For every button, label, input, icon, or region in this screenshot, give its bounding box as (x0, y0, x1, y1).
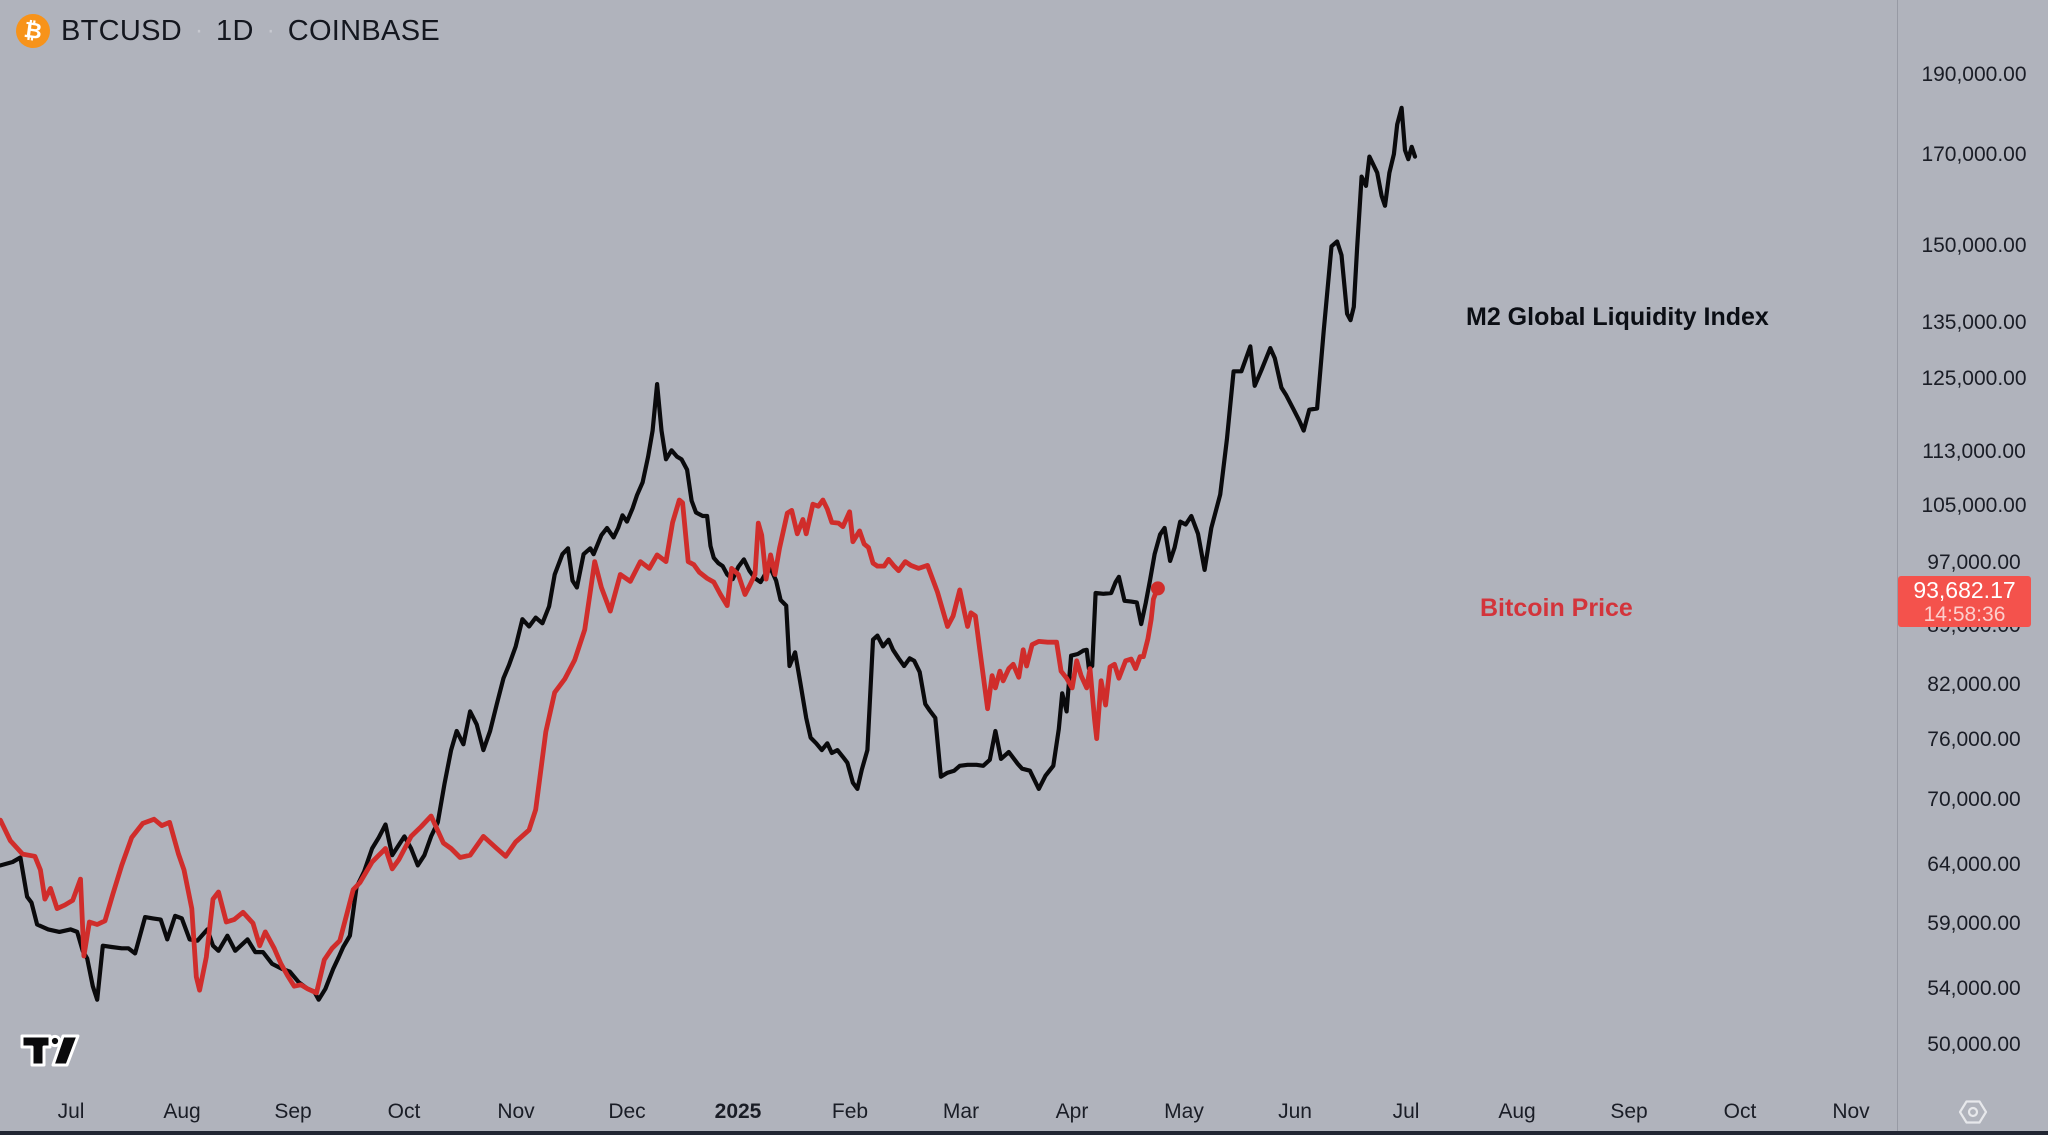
time-tick-label: Nov (497, 1100, 535, 1123)
time-tick-label: Jul (57, 1100, 85, 1123)
symbol-name: BTCUSD (61, 14, 183, 47)
price-axis-separator (1897, 0, 1898, 1131)
price-tick-label: 105,000.00 (1921, 494, 2027, 517)
time-tick-label: Sep (274, 1100, 312, 1123)
price-tick-label: 82,000.00 (1927, 673, 2021, 696)
m2-series-label[interactable]: M2 Global Liquidity Index (1466, 303, 1769, 331)
header-separator-dot: · (266, 17, 275, 44)
bitcoin-icon: ₿ (13, 11, 53, 51)
last-price-dot (1150, 581, 1165, 596)
price-tick-label: 64,000.00 (1927, 853, 2021, 876)
axis-settings-gear-icon[interactable] (1958, 1097, 1988, 1132)
price-tick-label: 150,000.00 (1921, 234, 2027, 257)
time-tick-label: Dec (608, 1100, 646, 1123)
last-price-badge: 93,682.17 14:58:36 (1898, 576, 2031, 627)
price-tick-label: 59,000.00 (1927, 912, 2021, 935)
price-tick-label: 70,000.00 (1927, 788, 2021, 811)
price-tick-label: 125,000.00 (1921, 367, 2027, 390)
price-tick-label: 190,000.00 (1921, 63, 2027, 86)
time-tick-label: May (1164, 1100, 1204, 1123)
price-axis[interactable]: 190,000.00 170,000.00 150,000.00 135,000.00… (1900, 0, 2048, 1131)
time-tick-label: Jun (1278, 1100, 1312, 1123)
time-tick-label: Jul (1392, 1100, 1420, 1123)
symbol-exchange: COINBASE (287, 14, 440, 47)
price-tick-label: 50,000.00 (1927, 1033, 2021, 1056)
price-tick-label: 170,000.00 (1921, 143, 2027, 166)
series-line-bitcoin (0, 497, 1161, 996)
price-tick-label: 54,000.00 (1927, 977, 2021, 1000)
time-tick-label: 2025 (714, 1100, 762, 1123)
last-price-value: 93,682.17 (1913, 577, 2016, 603)
time-tick-label: Sep (1610, 1100, 1648, 1123)
tradingview-logo[interactable] (20, 1033, 80, 1074)
window-bottom-border (0, 1131, 2048, 1135)
time-tick-label: Aug (163, 1100, 201, 1123)
time-tick-label: Feb (831, 1100, 869, 1123)
time-tick-label: Mar (942, 1100, 980, 1123)
series-line-m2 (0, 105, 1418, 1002)
time-tick-label: Oct (387, 1100, 421, 1123)
time-tick-label: Oct (1723, 1100, 1757, 1123)
last-price-time: 14:58:36 (1923, 603, 2006, 626)
time-tick-label: Aug (1498, 1100, 1536, 1123)
symbol-interval: 1D (216, 14, 254, 47)
price-tick-label: 135,000.00 (1921, 311, 2027, 334)
price-tick-label: 97,000.00 (1927, 551, 2021, 574)
header-separator-dot: · (195, 17, 204, 44)
symbol-header[interactable]: ₿ BTCUSD · 1D · COINBASE (13, 11, 440, 51)
price-tick-label: 76,000.00 (1927, 728, 2021, 751)
price-tick-label: 113,000.00 (1922, 440, 2026, 463)
time-axis[interactable]: Jul Aug Sep Oct Nov Dec 2025 Feb Mar Apr May Jun Jul… (0, 1095, 2048, 1131)
time-tick-label: Nov (1832, 1100, 1870, 1123)
time-tick-label: Apr (1055, 1100, 1089, 1123)
bitcoin-series-label[interactable]: Bitcoin Price (1480, 594, 1633, 622)
